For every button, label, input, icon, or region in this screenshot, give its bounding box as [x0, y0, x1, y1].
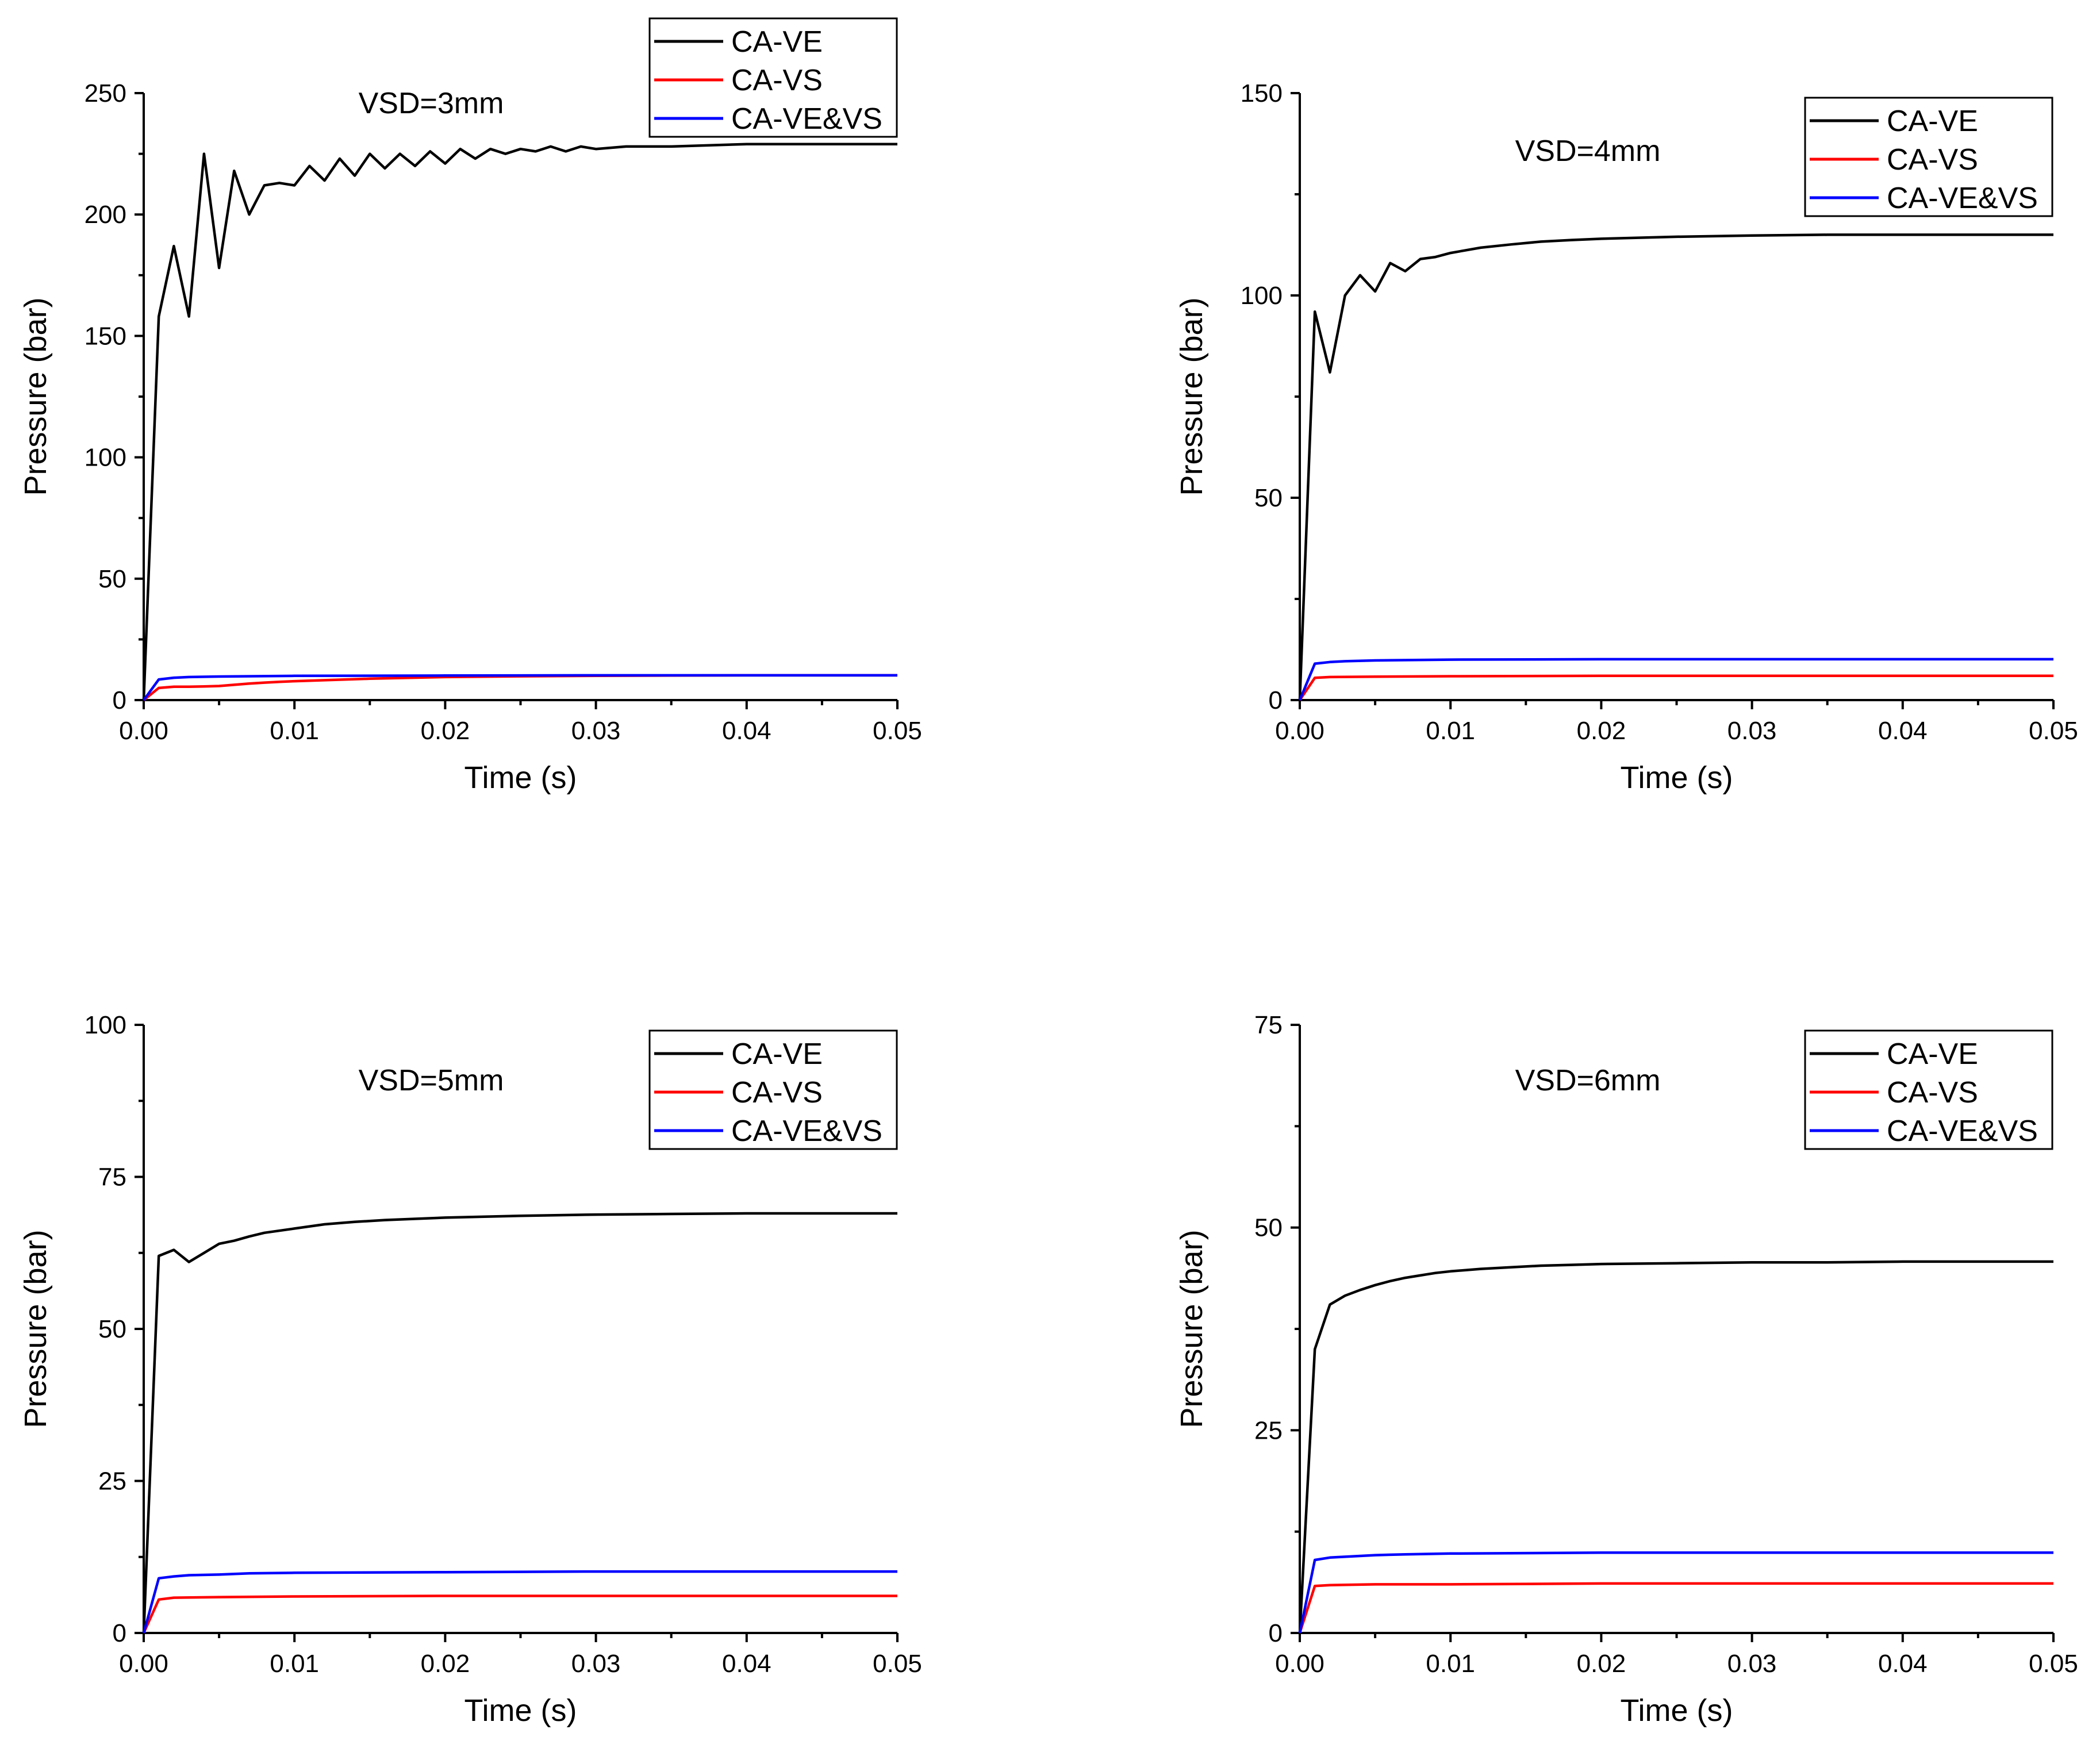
- y-tick-label: 50: [1254, 1214, 1283, 1242]
- vsd-annotation: VSD=4mm: [1515, 135, 1661, 168]
- x-tick-label: 0.05: [873, 717, 922, 745]
- series-line-ca-ve: [1298, 233, 2053, 701]
- legend: CA-VE CA-VS CA-VE&VS: [1804, 1029, 2053, 1150]
- legend-label: CA-VE&VS: [731, 1115, 882, 1148]
- y-tick-label: 0: [1269, 686, 1283, 714]
- x-tick-label: 0.02: [1577, 717, 1626, 745]
- series-line-ca-ve-vs: [1298, 1551, 2053, 1634]
- x-tick-label: 0.03: [571, 717, 621, 745]
- x-axis-title: Time (s): [464, 1693, 577, 1728]
- legend-label: CA-VS: [731, 1076, 823, 1109]
- y-tick-label: 25: [98, 1467, 126, 1496]
- legend: CA-VE CA-VS CA-VE&VS: [648, 17, 898, 138]
- y-tick-label: 200: [85, 201, 126, 229]
- chart-panel-3: 0.00 0.01 0.02 0.03 0.04 0.05 0 25 50 75 100 Time (…: [18, 1011, 922, 1728]
- legend-label: CA-VE&VS: [1887, 182, 2038, 215]
- y-tick-label: 100: [85, 444, 126, 472]
- y-tick-label: 75: [1254, 1011, 1283, 1039]
- x-tick-label: 0.01: [270, 1650, 319, 1678]
- series-line-ca-vs: [142, 1594, 897, 1634]
- x-tick-label: 0.05: [2029, 1650, 2078, 1678]
- series-line-ca-ve-vs: [143, 674, 897, 701]
- x-axis-title: Time (s): [1621, 1693, 1733, 1728]
- legend-label: CA-VS: [1887, 143, 1978, 176]
- x-tick-label: 0.04: [722, 717, 771, 745]
- legend-label: CA-VE: [1887, 105, 1978, 138]
- x-tick-label: 0.05: [2029, 717, 2078, 745]
- x-tick-label: 0.03: [1727, 1650, 1777, 1678]
- series-line-ca-vs: [1298, 1582, 2053, 1634]
- y-tick-label: 150: [1241, 79, 1283, 107]
- x-tick-label: 0.01: [270, 717, 319, 745]
- y-tick-label: 50: [98, 565, 126, 593]
- y-tick-label: 0: [113, 1619, 126, 1647]
- x-tick-label: 0.04: [722, 1650, 771, 1678]
- y-tick-label: 50: [1254, 484, 1283, 512]
- x-tick-label: 0.01: [1426, 717, 1475, 745]
- x-tick-label: 0.02: [421, 1650, 470, 1678]
- legend-label: CA-VE: [731, 25, 823, 59]
- legend-label: CA-VE&VS: [1887, 1115, 2038, 1148]
- vsd-annotation: VSD=5mm: [359, 1064, 504, 1097]
- x-tick-label: 0.00: [1275, 1650, 1325, 1678]
- y-axis-title: Pressure (bar): [1174, 1229, 1209, 1428]
- y-tick-label: 25: [1254, 1416, 1283, 1444]
- legend-label: CA-VS: [731, 64, 823, 97]
- y-axis-title: Pressure (bar): [1174, 297, 1209, 495]
- series-line-ca-vs: [143, 674, 897, 701]
- x-tick-label: 0.00: [119, 1650, 168, 1678]
- y-tick-label: 100: [85, 1011, 126, 1039]
- series-line-ca-ve: [142, 143, 897, 701]
- y-axis-title: Pressure (bar): [18, 297, 53, 495]
- x-axis-title: Time (s): [1621, 760, 1733, 795]
- series-line-ca-ve: [142, 1212, 897, 1634]
- x-tick-label: 0.02: [421, 717, 470, 745]
- series-line-ca-ve-vs: [1298, 658, 2053, 701]
- y-tick-label: 50: [98, 1315, 126, 1343]
- y-tick-label: 0: [1269, 1619, 1283, 1647]
- legend-label: CA-VE: [731, 1037, 823, 1071]
- legend: CA-VE CA-VS CA-VE&VS: [1804, 97, 2053, 217]
- chart-panel-1: 0.00 0.01 0.02 0.03 0.04 0.05 0 50 100 150 200 250 T…: [18, 17, 922, 795]
- series-line-ca-vs: [1299, 674, 2053, 701]
- x-tick-label: 0.00: [1275, 717, 1325, 745]
- x-tick-label: 0.05: [873, 1650, 922, 1678]
- y-tick-label: 250: [85, 79, 126, 107]
- legend-label: CA-VS: [1887, 1076, 1978, 1109]
- vsd-annotation: VSD=3mm: [359, 87, 504, 120]
- y-tick-label: 75: [98, 1163, 126, 1192]
- legend-label: CA-VE&VS: [731, 102, 882, 136]
- x-tick-label: 0.03: [1727, 717, 1777, 745]
- x-tick-label: 0.00: [119, 717, 168, 745]
- x-tick-label: 0.04: [1878, 1650, 1928, 1678]
- x-axis-title: Time (s): [464, 760, 577, 795]
- vsd-annotation: VSD=6mm: [1515, 1064, 1661, 1097]
- x-tick-label: 0.03: [571, 1650, 621, 1678]
- chart-panel-2: 0.00 0.01 0.02 0.03 0.04 0.05 0 50 100 150 Time (s…: [1174, 79, 2078, 795]
- legend: CA-VE CA-VS CA-VE&VS: [648, 1029, 898, 1150]
- y-tick-label: 100: [1241, 282, 1283, 310]
- series-line-ca-ve-vs: [142, 1570, 897, 1634]
- y-tick-label: 0: [113, 686, 126, 714]
- x-tick-label: 0.01: [1426, 1650, 1475, 1678]
- y-tick-label: 150: [85, 322, 126, 350]
- legend-label: CA-VE: [1887, 1037, 1978, 1071]
- x-tick-label: 0.04: [1878, 717, 1928, 745]
- series-line-ca-ve: [1298, 1260, 2053, 1634]
- x-tick-label: 0.02: [1577, 1650, 1626, 1678]
- y-axis-title: Pressure (bar): [18, 1229, 53, 1428]
- chart-panel-4: 0.00 0.01 0.02 0.03 0.04 0.05 0 25 50 75 Time (s) P…: [1174, 1011, 2078, 1728]
